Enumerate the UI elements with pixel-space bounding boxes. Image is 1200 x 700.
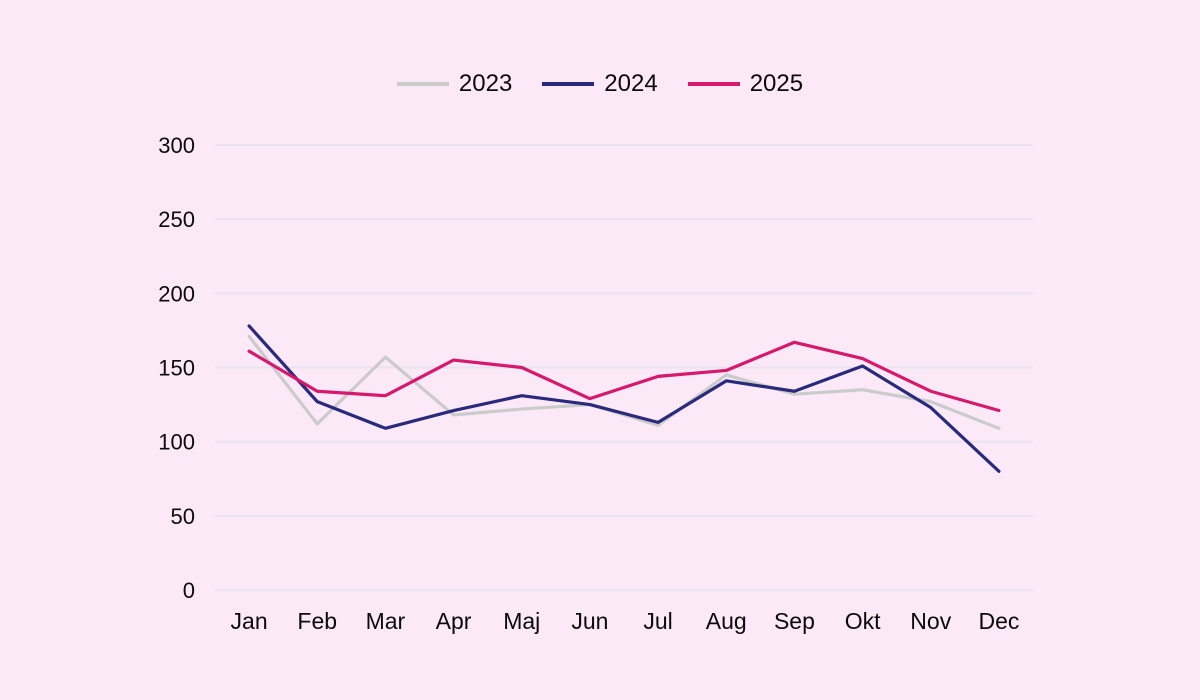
x-tick-label-Jan: Jan (231, 608, 268, 634)
y-tick-label-0: 0 (183, 578, 195, 603)
x-tick-label-Jun: Jun (571, 608, 608, 634)
x-tick-label-Apr: Apr (436, 608, 472, 634)
series-line-2024 (247, 324, 1001, 473)
y-tick-label-100: 100 (158, 430, 195, 455)
legend-label: 2024 (604, 70, 658, 97)
legend-label: 2023 (458, 70, 513, 97)
legend-label: 2025 (749, 70, 804, 97)
legend-swatch-2024 (542, 82, 595, 86)
legend-item-2024[interactable]: 2024 (542, 70, 658, 97)
y-tick-label-300: 300 (158, 133, 195, 158)
x-tick-label-Jul: Jul (643, 608, 672, 634)
x-tick-label-Nov: Nov (910, 608, 951, 634)
y-tick-label-250: 250 (158, 207, 195, 232)
x-tick-label-Sep: Sep (774, 608, 815, 634)
x-tick-label-Okt: Okt (845, 608, 881, 634)
chart-legend: 2023 2024 2025 (0, 72, 1200, 96)
x-tick-label-Maj: Maj (503, 608, 540, 634)
legend-item-2023[interactable]: 2023 (396, 70, 513, 97)
legend-item-2025[interactable]: 2025 (687, 70, 804, 97)
x-tick-label-Mar: Mar (366, 608, 406, 634)
series-line-2025 (247, 340, 1001, 413)
y-tick-label-50: 50 (171, 504, 195, 529)
legend-swatch-2023 (396, 82, 449, 86)
y-tick-label-150: 150 (158, 356, 195, 381)
x-tick-label-Dec: Dec (978, 608, 1019, 634)
x-tick-label-Aug: Aug (706, 608, 747, 634)
x-tick-label-Feb: Feb (297, 608, 337, 634)
legend-swatch-2025 (687, 82, 740, 86)
y-tick-label-200: 200 (158, 281, 195, 306)
